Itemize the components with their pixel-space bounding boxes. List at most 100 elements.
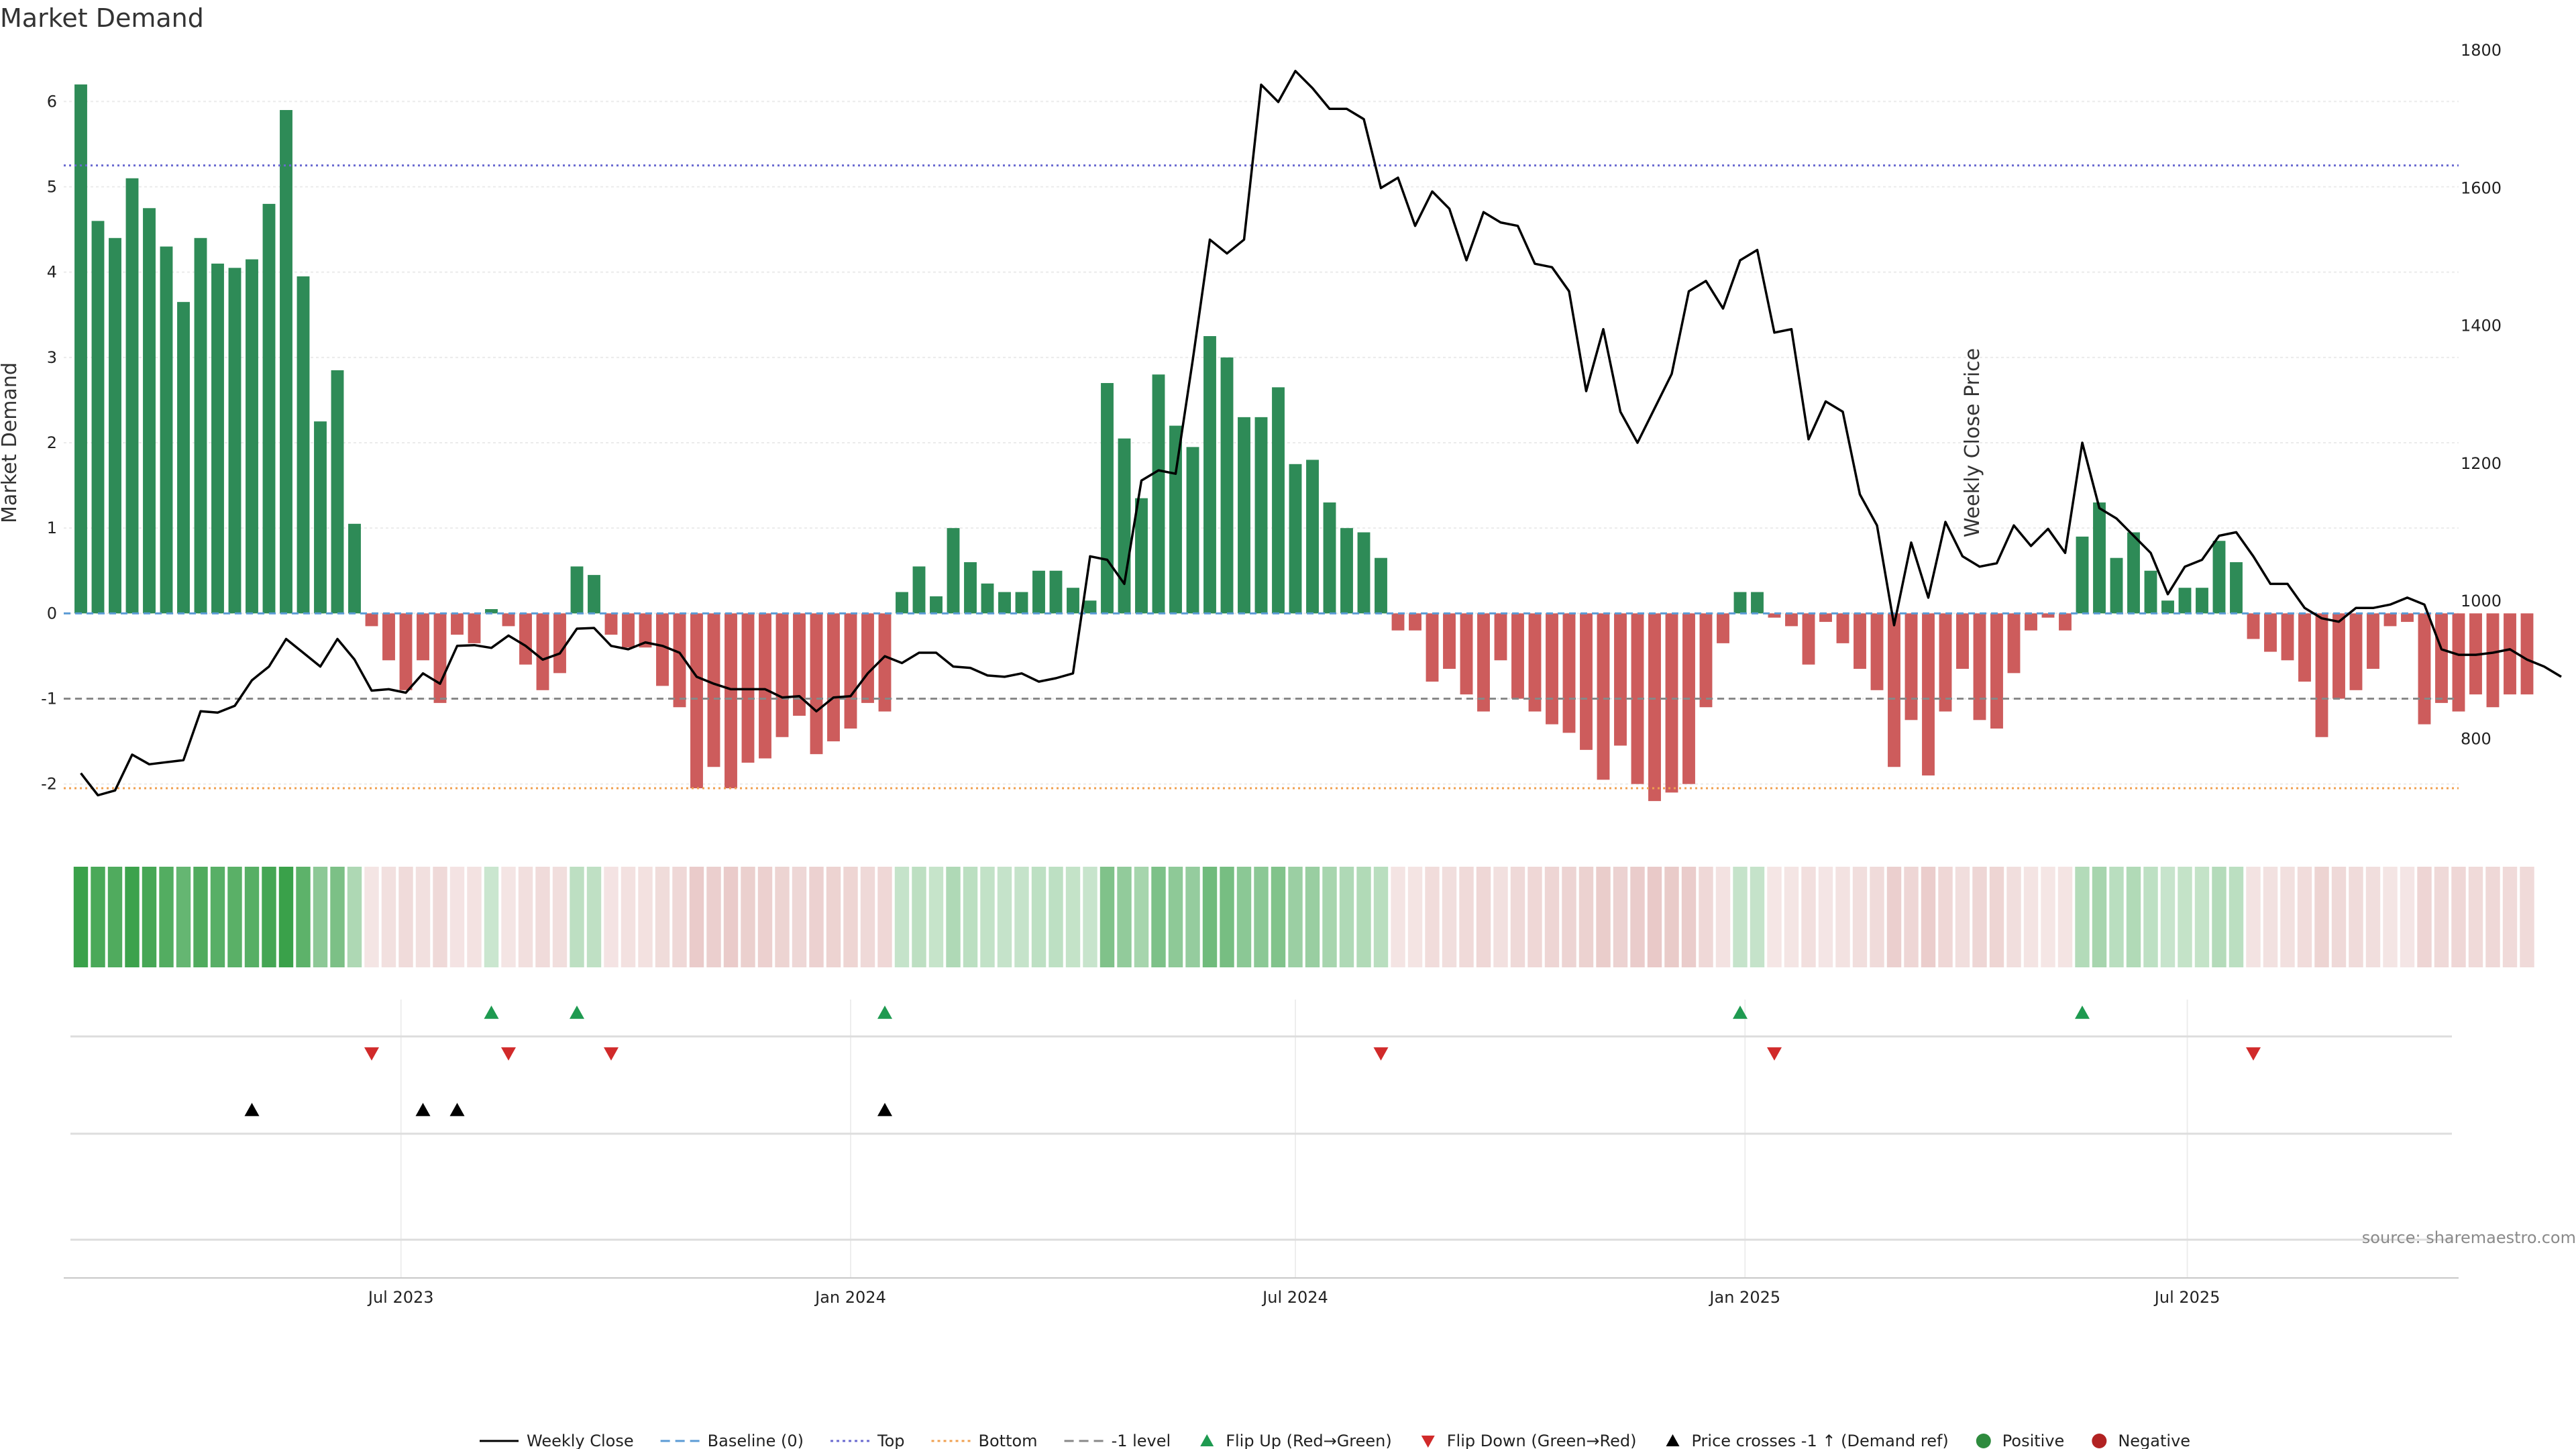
strip-cell (1236, 867, 1252, 967)
demand-bar (297, 276, 310, 614)
flip-down-marker (604, 1047, 619, 1061)
demand-bar (1135, 498, 1148, 614)
demand-bar (2486, 613, 2500, 708)
strip-cell (1476, 867, 1491, 967)
demand-bar (2315, 613, 2328, 737)
strip-cell (227, 867, 242, 967)
strip-cell (689, 867, 704, 967)
demand-bar (2264, 613, 2277, 652)
strip-cell (1886, 867, 1902, 967)
demand-bar (1990, 613, 2003, 729)
demand-bar (2093, 502, 2106, 614)
demand-bar (2127, 532, 2140, 614)
strip-cell (2434, 867, 2449, 967)
strip-cell (1117, 867, 1132, 967)
strip-cell (604, 867, 619, 967)
strip-cell (741, 867, 755, 967)
strip-cell (2485, 867, 2500, 967)
demand-bar (1836, 613, 1849, 643)
weekly-close-path (80, 70, 2562, 797)
demand-bar (1870, 613, 1884, 690)
demand-bar (1357, 532, 1371, 614)
legend-item: Flip Up (Red→Green) (1200, 1432, 1392, 1449)
demand-bar (314, 421, 327, 614)
legend-item: Bottom (931, 1432, 1038, 1449)
legend-label: Bottom (979, 1432, 1038, 1449)
demand-bar (1494, 613, 1507, 661)
demand-bar (160, 246, 173, 614)
triangle-up-icon (1200, 1434, 1214, 1446)
strip-cell (552, 867, 568, 967)
x-tick-label: Jan 2025 (1708, 1288, 1780, 1307)
demand-bar (759, 613, 771, 759)
legend-label: Negative (2118, 1432, 2190, 1449)
strip-cell (638, 867, 653, 967)
demand-bar (211, 263, 224, 614)
strip-cell (484, 867, 499, 967)
strip-cell (501, 867, 516, 967)
x-tick-label: Jul 2025 (2153, 1288, 2220, 1307)
flip-down-marker (364, 1047, 379, 1061)
legend-item: Top (830, 1432, 905, 1449)
legend-label: Weekly Close (527, 1432, 634, 1449)
demand-bar (1203, 336, 1216, 614)
strip-cell (1596, 867, 1611, 967)
demand-bar (468, 613, 481, 643)
demand-bar (1289, 464, 1302, 614)
demand-bar (2025, 613, 2037, 631)
strip-cell (1715, 867, 1731, 967)
demand-bar (74, 84, 87, 614)
demand-bar (2418, 613, 2431, 724)
demand-bar (228, 268, 241, 614)
strip-cell (2006, 867, 2021, 967)
demand-bar (109, 237, 121, 614)
flip-down-marker (2246, 1047, 2261, 1061)
left-tick-label: 3 (47, 348, 57, 367)
left-tick-label: 0 (47, 604, 57, 623)
strip-cell (843, 867, 858, 967)
strip-cell (159, 867, 174, 967)
strip-cell (142, 867, 157, 967)
demand-bar (1443, 613, 1456, 669)
price-cross-marker (449, 1103, 465, 1116)
demand-bar (1956, 613, 1969, 669)
demand-bar (1751, 592, 1764, 614)
strip-cell (73, 867, 89, 967)
strip-cell (2229, 867, 2244, 967)
strip-cell (433, 867, 447, 967)
strip-cell (757, 867, 773, 967)
strip-cell (1801, 867, 1816, 967)
demand-bar (588, 575, 600, 614)
demand-bar (793, 613, 806, 716)
demand-bar (1186, 447, 1199, 614)
legend-label: Baseline (0) (708, 1432, 804, 1449)
demand-bar (2230, 562, 2243, 614)
strip-cell (1578, 867, 1594, 967)
demand-bar (2332, 613, 2345, 699)
legend-label: Price crosses -1 ↑ (Demand ref) (1692, 1432, 1949, 1449)
strip-cell (1493, 867, 1508, 967)
demand-bar (1306, 460, 1319, 614)
demand-bar (2144, 570, 2157, 614)
demand-bar (998, 592, 1011, 614)
demand-bar (382, 613, 395, 661)
strip-cell (894, 867, 910, 967)
demand-bars (74, 84, 2534, 802)
strip-cell (980, 867, 995, 967)
strip-cell (1613, 867, 1628, 967)
strip-cell (1681, 867, 1697, 967)
strip-cell (1322, 867, 1337, 967)
demand-bar (1391, 613, 1405, 631)
demand-bar (2281, 613, 2294, 661)
strip-cell (928, 867, 944, 967)
strip-cell (1955, 867, 1970, 967)
demand-bar (1819, 613, 1832, 623)
strip-cell (2023, 867, 2039, 967)
demand-bar (1939, 613, 1952, 712)
strip-cell (1391, 867, 1405, 967)
legend-item: Price crosses -1 ↑ (Demand ref) (1666, 1432, 1949, 1449)
demand-bar (1460, 613, 1473, 695)
strip-cell (2126, 867, 2141, 967)
strip-cell (1733, 867, 1748, 967)
demand-bar (1220, 357, 1234, 614)
